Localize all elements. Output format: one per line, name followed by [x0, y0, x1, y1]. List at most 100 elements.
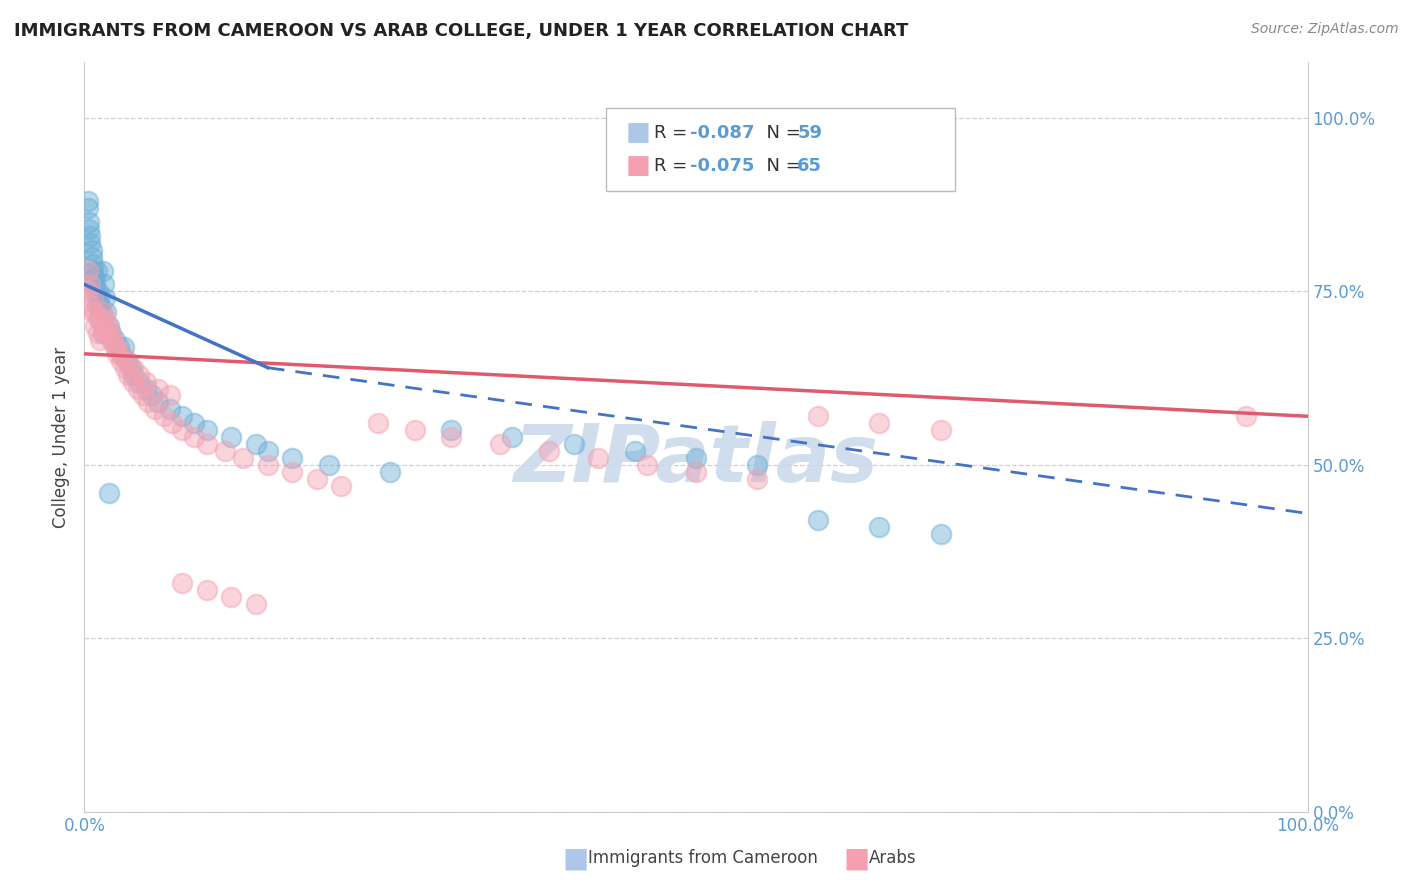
Point	[747, 472, 769, 486]
Point	[77, 201, 100, 215]
Point	[132, 388, 155, 402]
Point	[77, 263, 100, 277]
Point	[96, 326, 118, 340]
Point	[115, 353, 138, 368]
Point	[84, 277, 107, 292]
Point	[146, 395, 169, 409]
Point	[183, 416, 205, 430]
Point	[929, 527, 952, 541]
Point	[195, 437, 218, 451]
Text: -0.087: -0.087	[690, 124, 755, 142]
Text: ZIPatlas: ZIPatlas	[513, 420, 879, 499]
Point	[101, 333, 124, 347]
Point	[219, 430, 242, 444]
Point	[380, 465, 402, 479]
Point	[79, 298, 101, 312]
Point	[91, 319, 114, 334]
Text: Immigrants from Cameroon: Immigrants from Cameroon	[588, 849, 817, 867]
Point	[110, 347, 132, 361]
Point	[94, 291, 117, 305]
Point	[281, 465, 304, 479]
Point	[83, 270, 105, 285]
Point	[807, 409, 830, 424]
Point	[89, 298, 111, 312]
Point	[159, 402, 181, 417]
Point	[87, 312, 110, 326]
Point	[100, 333, 122, 347]
Text: 65: 65	[797, 157, 823, 175]
Point	[91, 326, 114, 340]
Point	[257, 444, 280, 458]
Point	[80, 243, 103, 257]
Point	[89, 333, 111, 347]
Point	[96, 305, 118, 319]
Point	[122, 360, 145, 375]
Point	[86, 298, 108, 312]
Point	[82, 305, 104, 319]
Text: 59: 59	[797, 124, 823, 142]
Point	[105, 340, 128, 354]
Text: ■: ■	[626, 153, 651, 179]
Point	[636, 458, 658, 472]
Point	[91, 305, 114, 319]
Point	[159, 388, 181, 402]
Text: -0.075: -0.075	[690, 157, 755, 175]
Text: Source: ZipAtlas.com: Source: ZipAtlas.com	[1251, 22, 1399, 37]
Point	[77, 285, 100, 299]
Point	[80, 250, 103, 264]
Point	[82, 291, 104, 305]
Point	[79, 277, 101, 292]
Point	[82, 263, 104, 277]
Point	[172, 575, 194, 590]
Point	[77, 215, 100, 229]
Point	[120, 360, 142, 375]
Point	[98, 326, 121, 340]
Point	[219, 590, 242, 604]
Point	[440, 430, 463, 444]
Point	[538, 444, 561, 458]
Point	[77, 194, 100, 209]
Point	[153, 409, 176, 424]
Point	[136, 395, 159, 409]
Point	[104, 333, 127, 347]
Point	[489, 437, 512, 451]
Point	[624, 444, 647, 458]
Point	[94, 312, 117, 326]
Point	[90, 305, 112, 319]
Point	[84, 319, 107, 334]
Point	[110, 353, 132, 368]
Point	[245, 437, 267, 451]
Point	[114, 360, 136, 375]
Point	[93, 277, 115, 292]
Point	[232, 450, 254, 465]
Point	[146, 382, 169, 396]
Point	[100, 326, 122, 340]
Point	[281, 450, 304, 465]
Point	[128, 375, 150, 389]
Text: Arabs: Arabs	[869, 849, 917, 867]
Point	[127, 382, 149, 396]
Point	[79, 235, 101, 250]
Text: R =: R =	[654, 157, 693, 175]
Point	[404, 423, 426, 437]
Y-axis label: College, Under 1 year: College, Under 1 year	[52, 346, 70, 528]
Point	[367, 416, 389, 430]
Point	[91, 263, 114, 277]
Point	[97, 319, 120, 334]
Point	[807, 513, 830, 527]
Text: N =: N =	[755, 157, 807, 175]
Point	[87, 326, 110, 340]
Point	[502, 430, 524, 444]
Point	[162, 416, 184, 430]
Point	[117, 368, 139, 382]
Point	[122, 375, 145, 389]
Point	[195, 582, 218, 597]
Point	[685, 465, 707, 479]
Point	[869, 416, 891, 430]
Point	[172, 409, 194, 424]
Point	[172, 423, 194, 437]
Point	[128, 368, 150, 382]
Point	[141, 388, 163, 402]
Point	[330, 478, 353, 492]
Point	[97, 485, 120, 500]
